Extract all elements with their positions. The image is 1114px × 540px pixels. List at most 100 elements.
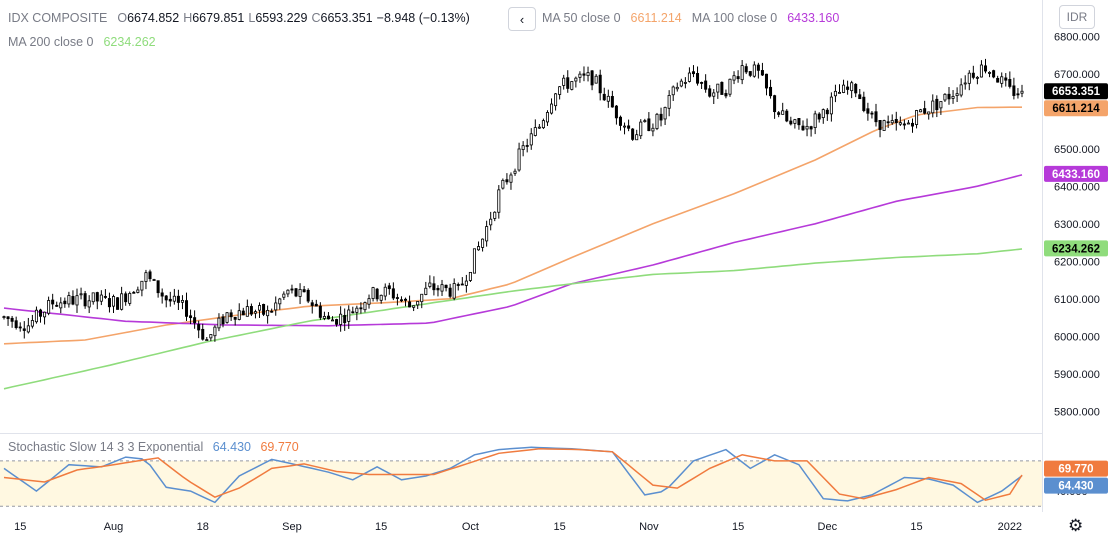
candle[interactable]	[736, 70, 740, 83]
candle[interactable]	[829, 92, 833, 122]
candle[interactable]	[862, 91, 866, 113]
candle[interactable]	[586, 66, 590, 82]
candle[interactable]	[683, 77, 687, 89]
candle[interactable]	[679, 78, 683, 88]
candle[interactable]	[489, 211, 493, 231]
candle[interactable]	[866, 102, 870, 121]
candle[interactable]	[704, 74, 708, 93]
candle[interactable]	[205, 336, 209, 341]
candle[interactable]	[910, 118, 915, 133]
candle[interactable]	[472, 248, 476, 274]
candle[interactable]	[237, 303, 241, 321]
candle[interactable]	[931, 94, 935, 118]
candle[interactable]	[22, 321, 26, 339]
candle[interactable]	[103, 289, 107, 299]
candle[interactable]	[456, 282, 460, 291]
candle[interactable]	[837, 84, 842, 94]
candle[interactable]	[558, 86, 562, 100]
candle[interactable]	[1020, 84, 1024, 98]
gear-icon[interactable]: ⚙	[1068, 516, 1084, 535]
candle[interactable]	[963, 75, 967, 90]
candle[interactable]	[420, 293, 424, 309]
candle[interactable]	[720, 81, 724, 95]
candle[interactable]	[955, 87, 959, 102]
candle[interactable]	[278, 297, 282, 310]
candle[interactable]	[769, 79, 773, 99]
candle[interactable]	[468, 271, 472, 282]
candle[interactable]	[176, 289, 180, 311]
candle[interactable]	[854, 83, 858, 98]
candle[interactable]	[728, 78, 732, 97]
candle[interactable]	[359, 302, 363, 314]
candle[interactable]	[1012, 77, 1016, 100]
candle[interactable]	[99, 290, 103, 306]
candle[interactable]	[760, 62, 764, 76]
candle[interactable]	[493, 211, 497, 222]
candle[interactable]	[485, 220, 489, 247]
candle[interactable]	[562, 74, 566, 90]
candle[interactable]	[302, 285, 306, 293]
candle[interactable]	[424, 281, 428, 296]
candle[interactable]	[326, 312, 330, 320]
candle[interactable]	[817, 112, 821, 123]
candle[interactable]	[756, 62, 760, 79]
candle[interactable]	[614, 104, 618, 125]
candle[interactable]	[550, 98, 554, 115]
candle[interactable]	[30, 314, 34, 329]
candle[interactable]	[168, 291, 172, 307]
candle[interactable]	[116, 297, 120, 310]
candle[interactable]	[521, 141, 525, 157]
candle[interactable]	[124, 291, 128, 306]
candle[interactable]	[752, 61, 756, 78]
candle[interactable]	[951, 90, 955, 104]
candle[interactable]	[724, 89, 728, 99]
symbol-name[interactable]: IDX COMPOSITE	[8, 11, 108, 25]
ma200-label[interactable]: MA 200 close 0	[8, 35, 94, 49]
candle[interactable]	[164, 294, 168, 308]
candle[interactable]	[691, 65, 695, 78]
candle[interactable]	[201, 323, 205, 341]
candle[interactable]	[91, 292, 95, 305]
candle[interactable]	[290, 284, 294, 294]
candle[interactable]	[732, 71, 736, 85]
candle[interactable]	[700, 81, 704, 90]
candle[interactable]	[6, 316, 10, 326]
candle[interactable]	[95, 291, 99, 310]
candle[interactable]	[343, 308, 347, 331]
candle[interactable]	[606, 89, 610, 108]
candle[interactable]	[221, 314, 225, 328]
candle[interactable]	[79, 287, 83, 300]
candle[interactable]	[26, 317, 30, 334]
candle[interactable]	[428, 275, 432, 289]
candle[interactable]	[310, 299, 314, 314]
candle[interactable]	[339, 306, 343, 332]
candle[interactable]	[331, 316, 335, 322]
candle[interactable]	[716, 83, 720, 99]
candle[interactable]	[2, 315, 6, 320]
candle[interactable]	[675, 82, 679, 92]
candle[interactable]	[371, 286, 375, 302]
candle[interactable]	[241, 307, 245, 316]
candle[interactable]	[14, 316, 18, 330]
candle[interactable]	[444, 284, 448, 292]
candle[interactable]	[399, 296, 403, 303]
candle[interactable]	[318, 302, 322, 320]
candle[interactable]	[655, 112, 659, 131]
candle[interactable]	[111, 294, 116, 313]
candle[interactable]	[809, 125, 813, 137]
candle[interactable]	[258, 302, 262, 318]
candle[interactable]	[387, 282, 391, 295]
candle[interactable]	[509, 172, 513, 190]
candle[interactable]	[667, 90, 671, 117]
candle[interactable]	[842, 79, 846, 94]
candle[interactable]	[846, 80, 850, 95]
candle[interactable]	[971, 65, 975, 80]
candle[interactable]	[821, 108, 825, 124]
candle[interactable]	[47, 296, 51, 316]
candle[interactable]	[213, 325, 217, 342]
candle[interactable]	[623, 122, 627, 135]
candle[interactable]	[947, 87, 951, 105]
candle[interactable]	[436, 285, 440, 297]
candle[interactable]	[383, 283, 387, 301]
candle[interactable]	[481, 238, 485, 252]
